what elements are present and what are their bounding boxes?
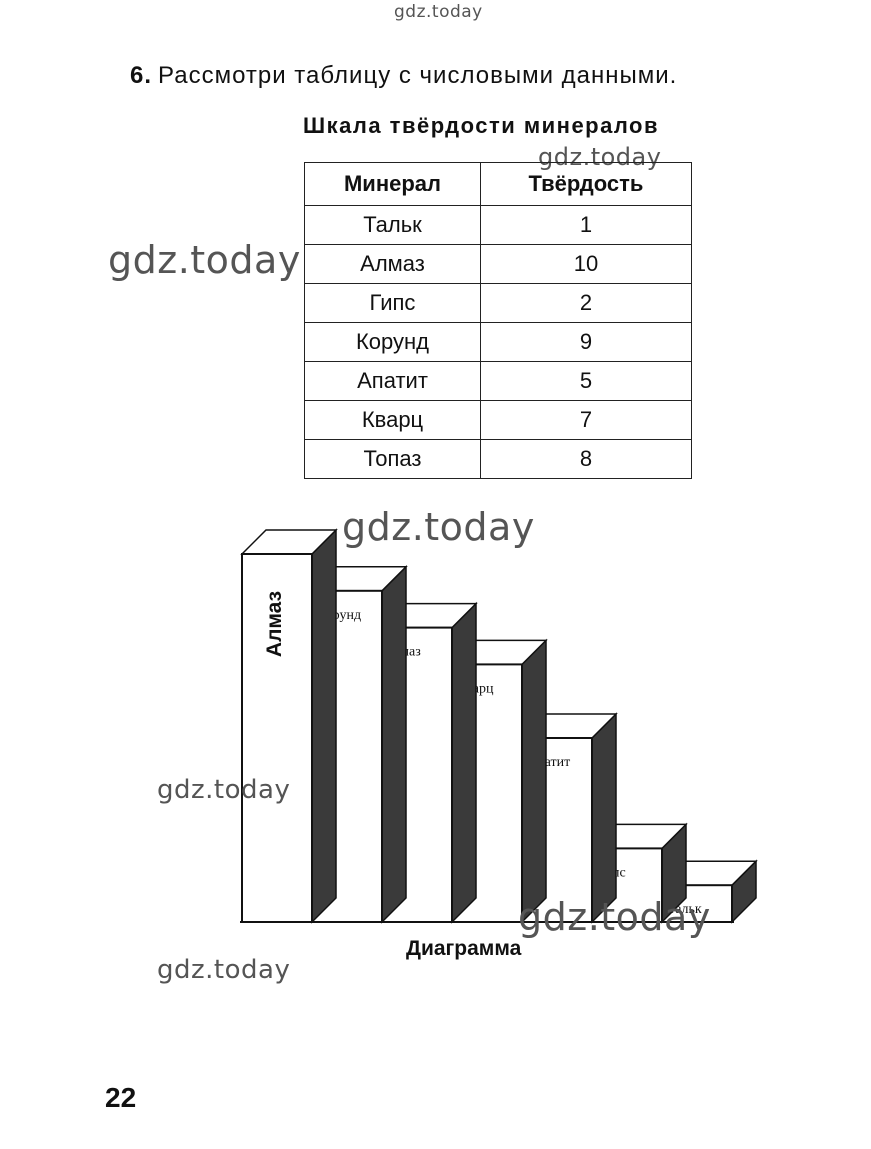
- diagram-bar: Тальк: [660, 859, 758, 924]
- bar-side-face: [381, 564, 407, 924]
- hardness-cell: 10: [480, 244, 692, 284]
- mineral-cell: Кварц: [304, 400, 481, 440]
- watermark: gdz.today: [157, 955, 291, 985]
- task-statement: 6. Рассмотри таблицу с числовыми данными.: [130, 62, 677, 90]
- table-row: Гипс 2: [304, 283, 692, 323]
- task-number: 6.: [130, 62, 153, 89]
- watermark: gdz.today: [108, 238, 301, 282]
- watermark: gdz.today: [342, 505, 535, 549]
- watermark: gdz.today: [518, 895, 711, 939]
- diagram-caption: Диаграмма: [406, 937, 522, 960]
- column-header-hardness: Твёрдость: [480, 162, 692, 206]
- watermark: gdz.today: [394, 2, 483, 22]
- table-title: Шкала твёрдости минералов: [303, 113, 660, 138]
- bar-side-face: [591, 712, 617, 924]
- table-row: Корунд 9: [304, 322, 692, 362]
- task-text: Рассмотри таблицу с числовыми данными.: [158, 62, 678, 89]
- table-row: Топаз 8: [304, 439, 692, 479]
- table-header-row: Минерал Твёрдость: [304, 162, 692, 206]
- mineral-cell: Апатит: [304, 361, 481, 401]
- table-row: Тальк 1: [304, 205, 692, 245]
- watermark: gdz.today: [157, 775, 291, 805]
- bar-side-face: [311, 528, 337, 924]
- page-number: 22: [105, 1082, 137, 1113]
- bar-side-face: [451, 601, 477, 924]
- mineral-cell: Гипс: [304, 283, 481, 323]
- mineral-cell: Корунд: [304, 322, 481, 362]
- hardness-table: Минерал Твёрдость Тальк 1 Алмаз 10 Гипс 2 К…: [304, 162, 692, 479]
- mineral-cell: Топаз: [304, 439, 481, 479]
- column-header-mineral: Минерал: [304, 162, 481, 206]
- hardness-cell: 1: [480, 205, 692, 245]
- mineral-cell: Тальк: [304, 205, 481, 245]
- table-row: Апатит 5: [304, 361, 692, 401]
- hardness-cell: 9: [480, 322, 692, 362]
- bar-label: Алмаз: [263, 591, 286, 657]
- bar-side-face: [521, 638, 547, 924]
- bar-front-face: [241, 553, 313, 923]
- hardness-cell: 8: [480, 439, 692, 479]
- table-row: Алмаз 10: [304, 244, 692, 284]
- diagram-bar: Алмаз: [240, 528, 338, 924]
- hardness-cell: 5: [480, 361, 692, 401]
